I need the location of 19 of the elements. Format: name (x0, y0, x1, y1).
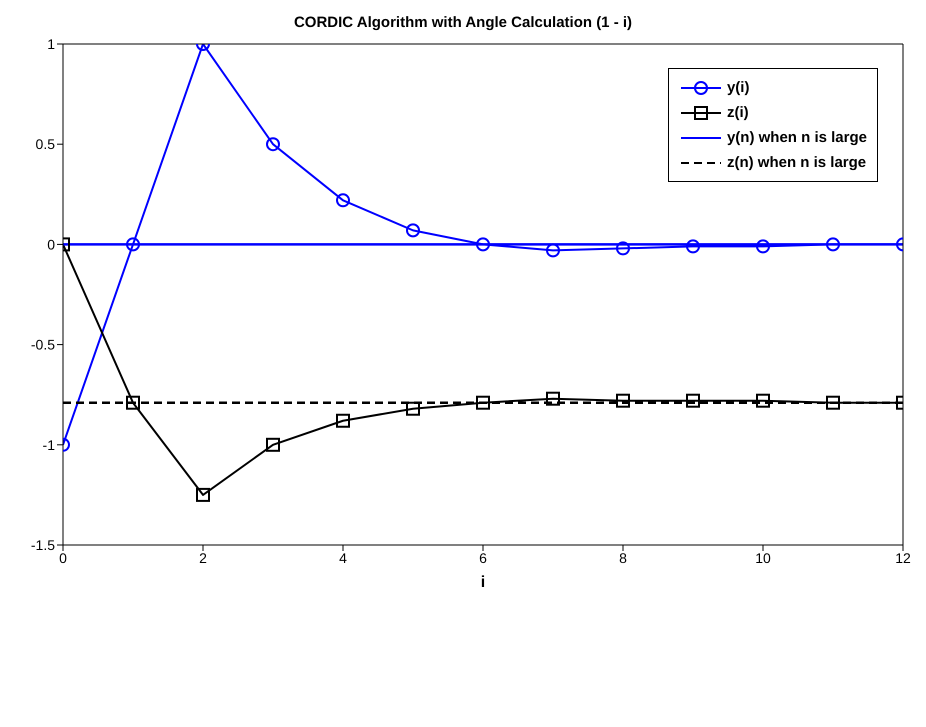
y-tick-label: -0.5 (30, 336, 56, 353)
chart-title: CORDIC Algorithm with Angle Calculation (1 - i) (294, 14, 632, 31)
x-tick-label: 12 (895, 550, 911, 566)
y-tick-label: 1 (47, 36, 56, 52)
x-tick-label: 8 (619, 550, 628, 566)
legend-label: z(i) (726, 104, 749, 121)
x-tick-label: 2 (199, 550, 208, 566)
y-tick-label: -1 (42, 436, 56, 453)
x-tick-label: 4 (339, 550, 348, 566)
legend-label: z(n) when n is large (726, 154, 866, 171)
x-tick-label: 6 (479, 550, 488, 566)
legend-label: y(i) (726, 79, 750, 96)
legend-label: y(n) when n is large (726, 129, 867, 146)
y-tick-label: 0 (47, 236, 56, 252)
x-tick-label: 10 (755, 550, 771, 566)
y-tick-label: 0.5 (36, 136, 56, 152)
x-tick-label: 0 (59, 550, 68, 566)
y-tick-label: -1.5 (30, 536, 56, 553)
x-axis-title: i (480, 574, 486, 591)
